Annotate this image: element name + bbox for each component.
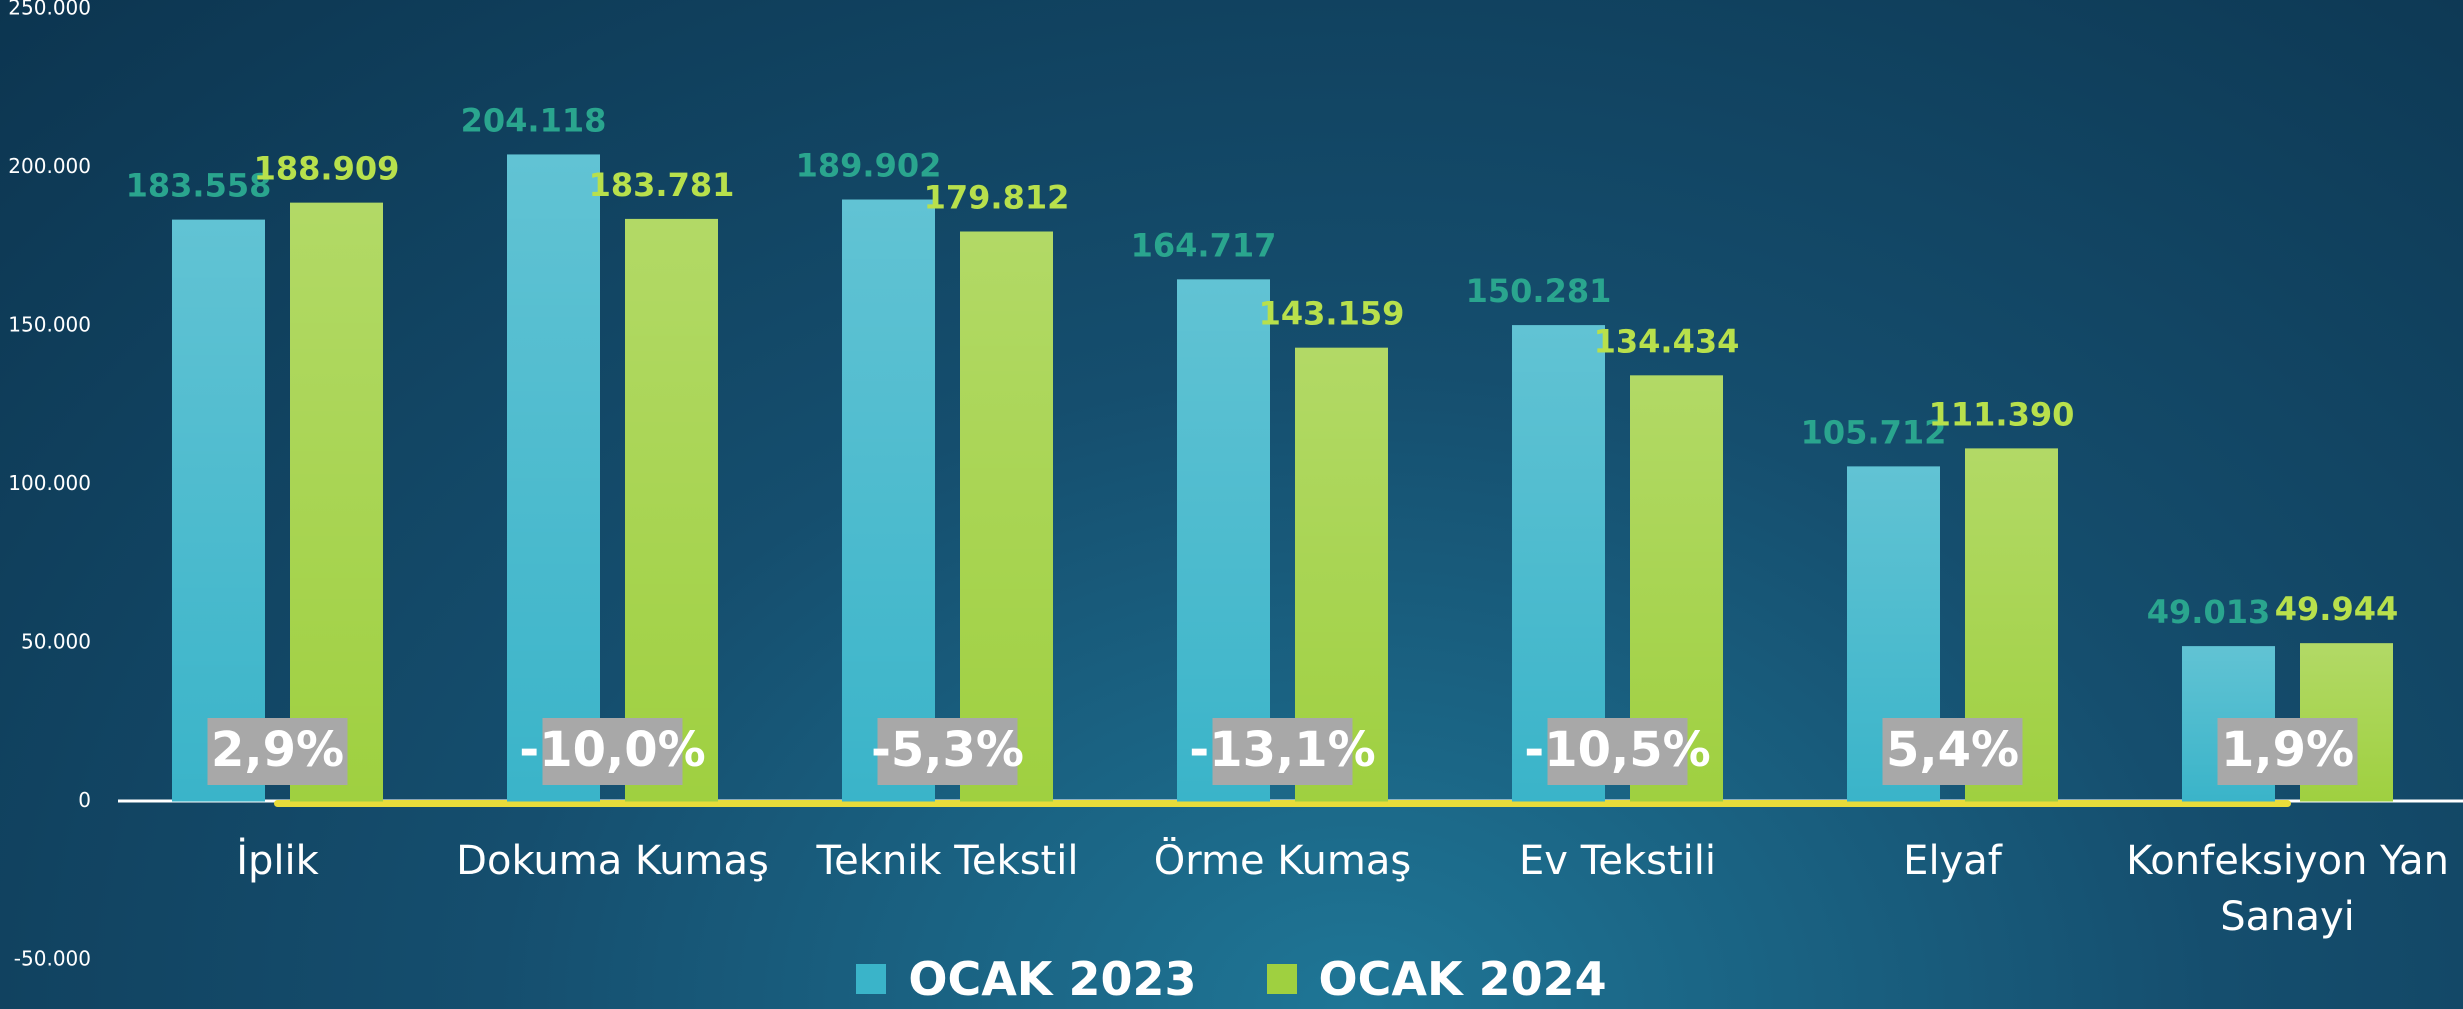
y-tick-label: 0 — [78, 788, 91, 812]
change-box — [1882, 718, 2023, 785]
change-label: 1,9% — [2221, 722, 2354, 778]
change-box — [2217, 718, 2358, 785]
y-tick-label: 200.000 — [8, 154, 91, 178]
value-label: 189.902 — [796, 147, 942, 185]
value-label: 150.281 — [1466, 272, 1612, 310]
value-label: 105.712 — [1801, 413, 1947, 451]
value-label: 183.558 — [126, 167, 272, 205]
legend-swatch — [1266, 964, 1297, 994]
value-label: 111.390 — [1929, 395, 2075, 433]
bar-sheen — [290, 202, 383, 802]
x-tick-label: İplik — [236, 838, 319, 884]
change-label: -5,3% — [871, 722, 1024, 778]
y-tick-label: -50.000 — [14, 947, 91, 971]
bar-sheen — [842, 199, 935, 802]
change-box — [1212, 718, 1353, 785]
bar-sheen — [960, 231, 1053, 802]
y-tick-label: 50.000 — [21, 630, 91, 654]
change-box — [207, 718, 348, 785]
change-box — [542, 718, 683, 785]
legend-label: OCAK 2024 — [1318, 952, 1607, 1006]
change-label: 2,9% — [211, 722, 344, 778]
bar-sheen — [1177, 279, 1270, 802]
legend-label: OCAK 2023 — [908, 952, 1197, 1006]
x-tick-label: Konfeksiyon Yan Sanayi — [2126, 838, 2449, 940]
y-tick-label: 150.000 — [8, 313, 91, 337]
x-tick-label: Elyaf — [1903, 838, 2002, 884]
legend: OCAK 2023 OCAK 2024 — [0, 952, 2463, 1006]
change-label: -10,0% — [519, 722, 705, 778]
y-tick-label: 250.000 — [8, 0, 91, 20]
bar-sheen — [507, 154, 600, 802]
change-label: -13,1% — [1189, 722, 1375, 778]
x-tick-label: Ev Tekstili — [1519, 838, 1716, 884]
value-label: 134.434 — [1594, 322, 1740, 360]
y-tick-label: 100.000 — [8, 471, 91, 495]
change-box — [877, 718, 1018, 785]
legend-swatch — [856, 964, 887, 994]
value-label: 204.118 — [461, 101, 607, 139]
change-label: -10,5% — [1524, 722, 1710, 778]
value-label: 188.909 — [254, 150, 400, 188]
change-label: 5,4% — [1886, 722, 2019, 778]
bar-sheen — [625, 218, 718, 802]
value-label: 183.781 — [589, 166, 735, 204]
legend-item: OCAK 2024 — [1266, 952, 1607, 1006]
legend-item: OCAK 2023 — [856, 952, 1197, 1006]
value-label: 49.944 — [2275, 590, 2398, 628]
x-tick-label: Teknik Tekstil — [816, 838, 1079, 884]
x-tick-label: Dokuma Kumaş — [456, 838, 769, 884]
value-label: 49.013 — [2147, 593, 2270, 631]
value-label: 164.717 — [1131, 226, 1277, 264]
change-box — [1547, 718, 1688, 785]
value-label: 143.159 — [1259, 295, 1405, 333]
value-label: 179.812 — [924, 178, 1070, 216]
bar-sheen — [172, 219, 265, 802]
x-tick-label: Örme Kumaş — [1153, 838, 1412, 884]
